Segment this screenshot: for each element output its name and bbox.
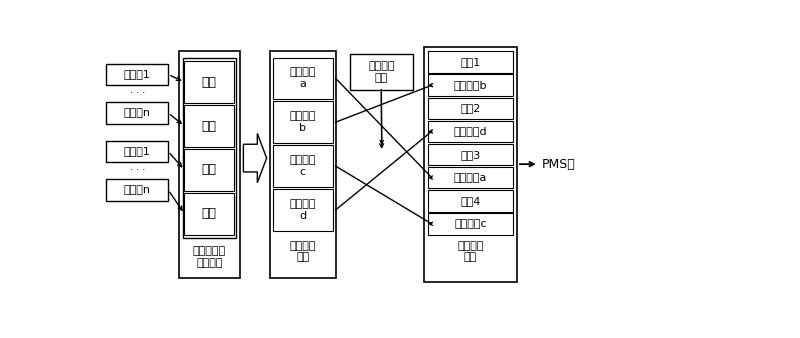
Text: 复用器n: 复用器n	[124, 185, 150, 195]
Bar	[428, 74, 513, 96]
Bar	[273, 145, 333, 187]
Bar	[106, 102, 168, 124]
Polygon shape	[243, 134, 266, 183]
Text: 复用子帟
c: 复用子帟 c	[290, 155, 316, 177]
Text: 业务构建
模块: 业务构建 模块	[290, 241, 316, 262]
Bar	[106, 64, 168, 85]
Text: 自适应输入
识别模块: 自适应输入 识别模块	[193, 246, 226, 268]
Bar	[428, 98, 513, 119]
Bar	[106, 141, 168, 162]
Text: 复帟3: 复帟3	[460, 149, 481, 160]
Bar	[428, 51, 513, 73]
Text: 复用子帟
b: 复用子帟 b	[290, 112, 316, 133]
Bar	[185, 193, 234, 235]
Text: 缓存: 缓存	[202, 207, 217, 220]
Bar	[428, 213, 513, 235]
Text: 复帟1: 复帟1	[460, 57, 481, 67]
Text: PMS流: PMS流	[542, 158, 575, 171]
Bar	[179, 51, 239, 279]
Text: · · ·: · · ·	[130, 165, 145, 175]
Text: 复帟构建
模块: 复帟构建 模块	[458, 241, 484, 262]
Bar	[273, 101, 333, 143]
Bar	[185, 149, 234, 191]
Text: 编码器n: 编码器n	[124, 108, 150, 118]
Bar	[350, 54, 413, 90]
Text: 缓存: 缓存	[202, 76, 217, 89]
Text: 复帟2: 复帟2	[460, 103, 481, 113]
Bar	[273, 189, 333, 231]
Text: 缓存: 缓存	[202, 120, 217, 132]
Text: 复用子帟b: 复用子帟b	[454, 80, 487, 90]
Text: 复帟4: 复帟4	[460, 196, 481, 206]
Text: 复用子帟d: 复用子帟d	[454, 126, 487, 137]
Bar	[185, 105, 234, 147]
Bar	[106, 179, 168, 201]
Bar	[273, 57, 333, 99]
Bar	[428, 190, 513, 212]
Text: 业务管理
模块: 业务管理 模块	[368, 61, 394, 83]
Text: · · ·: · · ·	[130, 88, 145, 98]
Text: 复用子帟
a: 复用子帟 a	[290, 68, 316, 89]
Bar	[183, 57, 236, 238]
Bar	[428, 167, 513, 188]
Text: 编码器1: 编码器1	[124, 69, 150, 79]
Text: 复用子帟c: 复用子帟c	[454, 219, 486, 229]
Bar	[428, 121, 513, 142]
Text: 复用子帟a: 复用子帟a	[454, 173, 487, 183]
Text: 缓存: 缓存	[202, 163, 217, 176]
Bar	[270, 51, 336, 279]
Text: 复用器1: 复用器1	[124, 146, 150, 156]
Bar	[424, 47, 517, 282]
Bar	[428, 144, 513, 165]
Bar	[185, 62, 234, 103]
Text: 复用子帟
d: 复用子帟 d	[290, 199, 316, 221]
